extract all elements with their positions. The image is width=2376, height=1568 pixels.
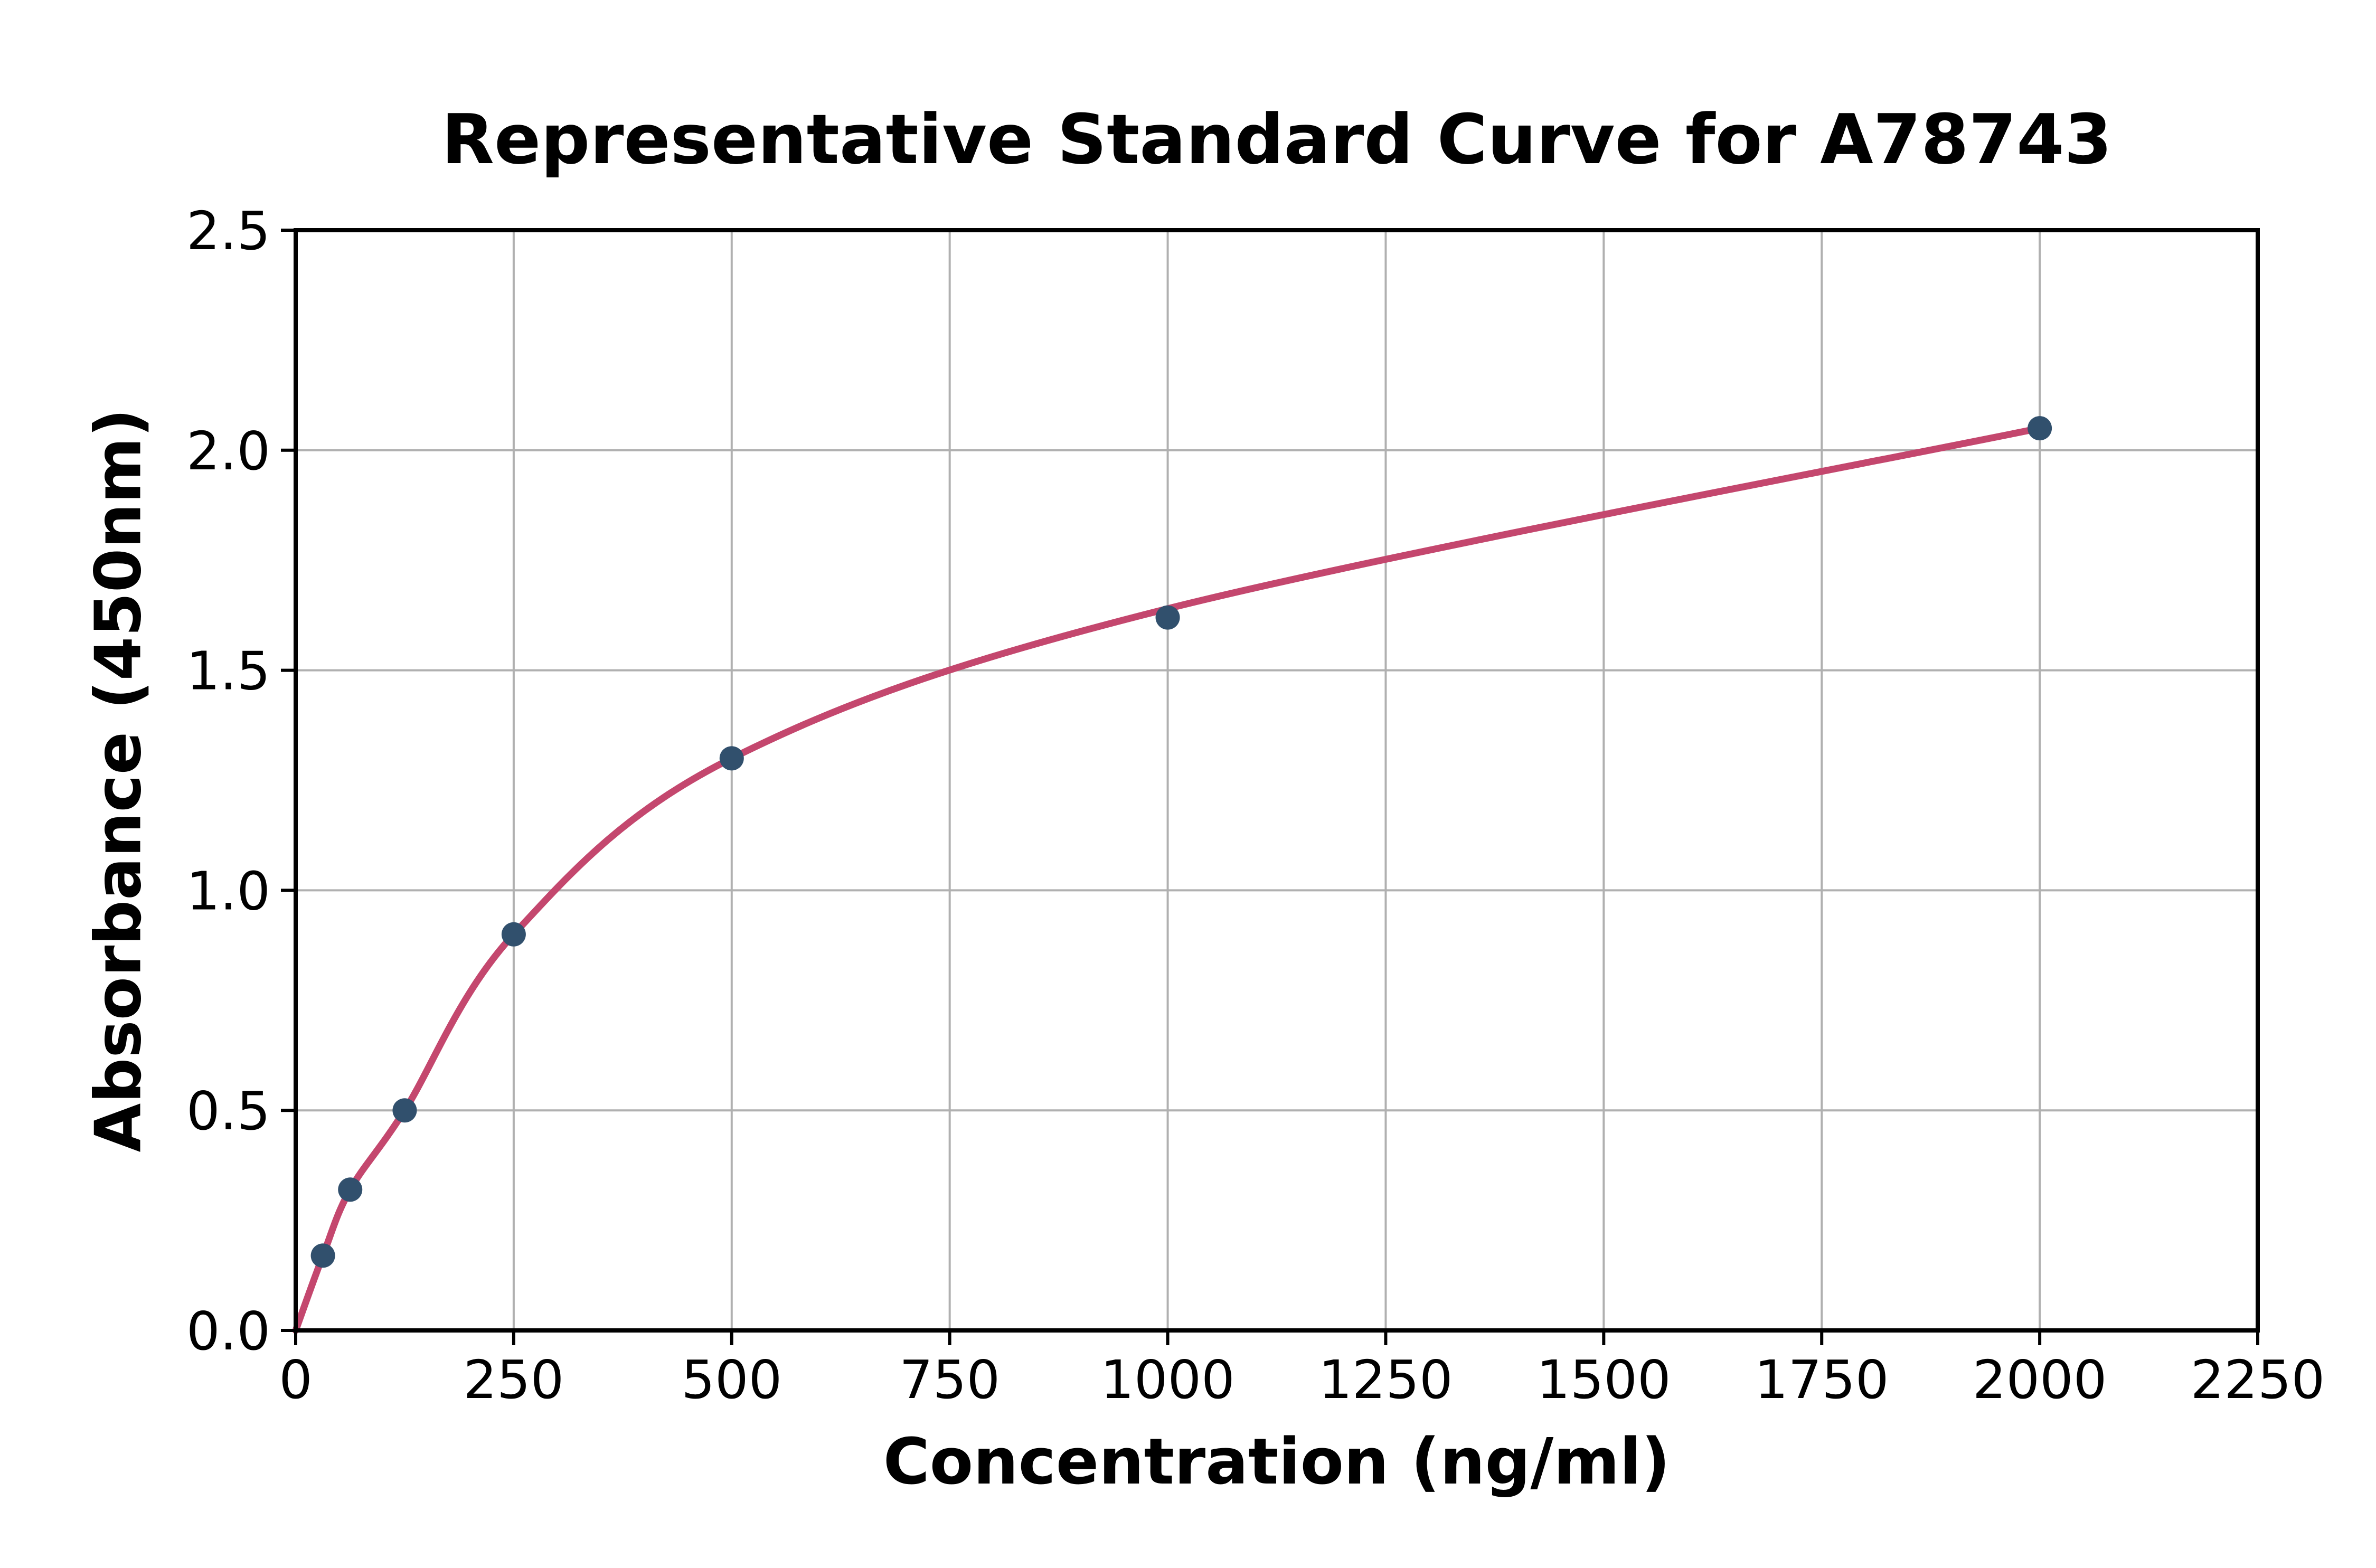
data-point xyxy=(392,1098,417,1123)
x-tick-label: 500 xyxy=(681,1349,782,1411)
data-point xyxy=(338,1177,363,1202)
x-tick-label: 2250 xyxy=(2191,1349,2325,1411)
data-point xyxy=(310,1243,335,1268)
chart-title: Representative Standard Curve for A78743 xyxy=(441,99,2113,180)
x-tick-label: 250 xyxy=(463,1349,564,1411)
y-tick-label: 0.0 xyxy=(186,1300,270,1362)
data-point xyxy=(719,746,744,771)
y-tick-label: 2.0 xyxy=(186,420,270,482)
y-axis-label: Absorbance (450nm) xyxy=(82,408,156,1153)
x-axis-label: Concentration (ng/ml) xyxy=(883,1425,1671,1499)
x-tick-label: 0 xyxy=(279,1349,313,1411)
y-tick-label: 0.5 xyxy=(186,1080,270,1142)
x-tick-label: 1500 xyxy=(1536,1349,1671,1411)
data-point xyxy=(501,922,526,947)
data-point xyxy=(2028,416,2052,441)
x-tick-label: 1750 xyxy=(1755,1349,1889,1411)
x-tick-label: 750 xyxy=(899,1349,1000,1411)
x-tick-label: 2000 xyxy=(1973,1349,2107,1411)
data-point xyxy=(1155,605,1180,630)
x-tick-label: 1000 xyxy=(1100,1349,1235,1411)
x-tick-label: 1250 xyxy=(1318,1349,1453,1411)
y-tick-label: 1.0 xyxy=(186,860,270,922)
y-tick-label: 1.5 xyxy=(186,640,270,702)
y-tick-label: 2.5 xyxy=(186,200,270,262)
plot-frame xyxy=(294,228,2260,1333)
